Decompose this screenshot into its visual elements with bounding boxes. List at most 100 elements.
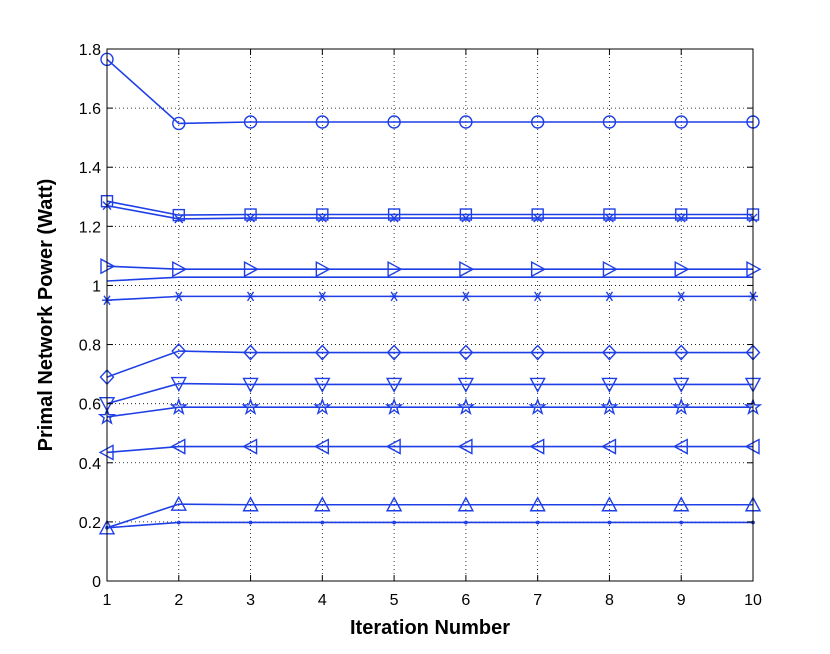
series-line [106,58,753,125]
data-point-marker [170,438,186,455]
series-11 [98,495,762,535]
data-point-marker [387,115,401,129]
data-point-marker [314,344,330,361]
data-point-marker [243,344,259,361]
y-axis-title: Primal Network Power (Watt) [35,179,57,452]
data-point-marker [600,438,617,455]
data-point-marker [457,377,475,393]
series-3 [102,201,758,224]
y-tick-label: 0.8 [79,338,101,355]
series-line [106,503,753,529]
data-point-marker [385,438,401,455]
x-tick-label: 3 [246,592,255,609]
data-point-marker [530,115,545,129]
x-axis-title: Iteration Number [350,617,510,639]
data-point-marker [460,291,471,302]
series-line [106,445,753,454]
data-point-marker [314,377,331,393]
data-point-marker [535,520,540,525]
data-point-marker [673,377,690,393]
data-point-marker [459,115,473,129]
data-point-marker [248,520,253,525]
data-point-marker [533,213,543,223]
data-point-marker [603,208,616,221]
data-point-marker [317,291,328,302]
data-point-marker [675,208,688,221]
data-point-marker [242,377,259,393]
data-point-marker [317,213,327,223]
data-point-marker [314,496,331,512]
data-point-marker [387,261,403,278]
data-point-marker [672,397,691,416]
data-point-marker [243,115,258,129]
data-point-marker [607,520,612,525]
series-1 [100,52,760,131]
data-point-marker [601,377,618,393]
series-line [106,382,753,405]
data-point-marker [169,397,188,416]
x-tick-label: 7 [533,592,542,609]
data-point-marker [176,520,181,525]
data-point-marker [389,291,400,302]
data-point-marker [320,520,325,525]
data-point-marker [601,496,618,512]
data-point-marker [676,213,686,223]
y-tick-label: 1.6 [79,101,101,118]
data-point-marker [457,496,475,512]
y-tick-label: 0.2 [79,515,101,532]
data-point-marker [674,261,690,278]
y-tick-label: 1 [92,278,101,295]
y-tick-label: 1.4 [79,160,101,177]
data-point-marker [174,214,184,224]
data-point-marker [528,397,547,416]
series-2 [100,195,760,222]
data-point-marker [602,115,617,129]
data-point-marker [601,344,617,361]
data-point-marker [242,496,259,512]
plot-frame [106,48,754,582]
data-point-marker [243,261,260,278]
data-point-marker [245,291,256,302]
data-point-marker [532,291,543,302]
data-point-marker [172,116,186,131]
y-tick-label: 0.4 [79,456,101,473]
x-tick-label: 1 [103,592,112,609]
series-7 [99,343,761,386]
data-point-marker [457,438,473,455]
data-point-marker [456,397,476,416]
data-point-marker [387,208,401,221]
x-tick-label: 2 [174,592,183,609]
data-point-marker [461,213,471,223]
y-tick-label: 1.2 [79,219,101,236]
series-10 [98,438,760,461]
data-point-marker [385,496,403,512]
data-point-marker [672,438,688,455]
series-line [106,295,753,302]
grid [107,49,753,581]
data-point-marker [242,438,258,455]
series-line [106,350,753,378]
data-point-marker [530,344,546,361]
y-tick-label: 0 [92,574,101,591]
data-point-marker [241,397,260,416]
series-line [106,204,753,220]
data-point-marker [459,208,473,221]
data-point-marker [604,291,615,302]
x-tick-label: 9 [677,592,686,609]
series-5 [106,276,753,282]
data-point-marker [316,208,329,221]
ticks: 1 2 3 4 5 6 7 8 9 10 0 0.2 0.4 0.6 0.8 1 1.2 1.4 1.6 1.8 [79,42,762,609]
data-point-marker [673,344,689,361]
data-point-marker [604,213,614,223]
data-point-marker [389,213,399,223]
x-tick-label: 5 [390,592,399,609]
data-point-marker [315,115,330,129]
x-tick-label: 8 [605,592,614,609]
data-point-marker [674,115,688,129]
data-point-marker [246,213,256,223]
y-tick-label: 1.8 [79,42,101,59]
data-point-marker [529,438,545,455]
series-group [97,52,763,535]
x-tick-label: 10 [744,592,762,609]
